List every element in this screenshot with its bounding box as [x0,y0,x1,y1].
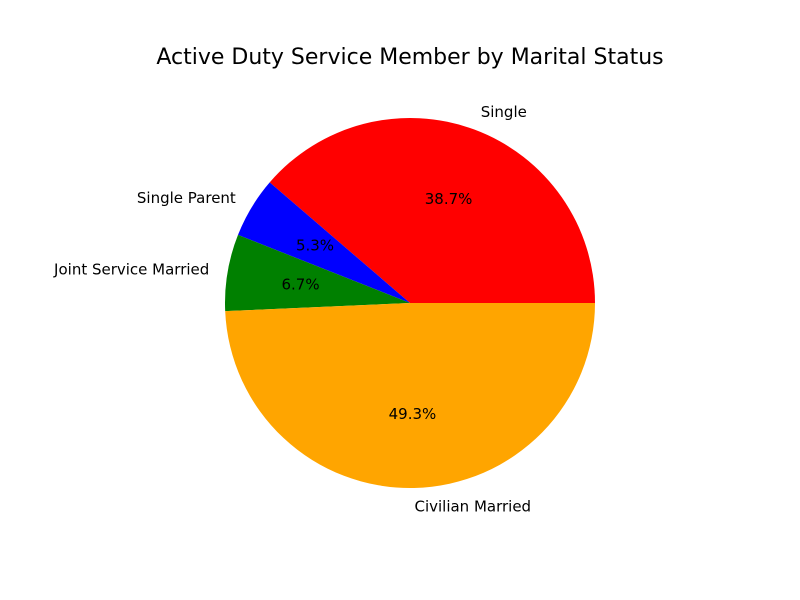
pie-pct-label-civilian-married: 49.3% [389,405,437,423]
chart-title: Active Duty Service Member by Marital St… [156,45,663,70]
pie-slice-civilian-married [225,303,596,489]
pie-slices [224,117,596,489]
pie-slice-single [269,117,595,303]
pie-slice-joint-service-married [224,234,410,312]
pie-pct-label-single-parent: 5.3% [296,237,334,255]
pie-category-label-civilian-married: Civilian Married [414,497,531,515]
pie-category-label-joint-service-married: Joint Service Married [53,260,209,278]
pie-pct-label-joint-service-married: 6.7% [281,276,319,294]
pie-category-label-single-parent: Single Parent [137,189,236,207]
pie-category-label-single: Single [481,103,527,121]
pie-slice-single-parent [237,182,410,303]
pie-pct-label-single: 38.7% [425,190,473,208]
pie-labels: 38.7% Single 5.3% Single Parent 6.7% Joint Se… [53,103,531,515]
